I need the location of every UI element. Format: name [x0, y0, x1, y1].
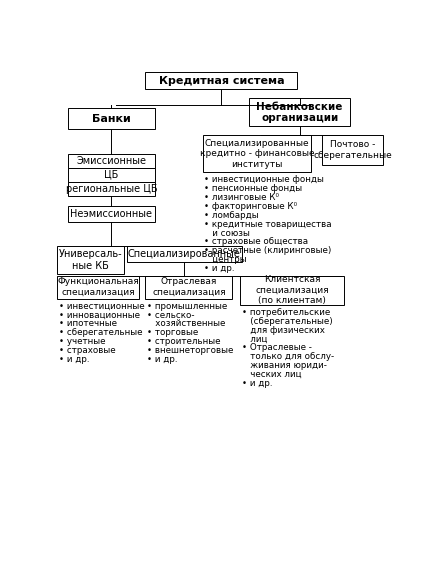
Text: Клиентская
специализация
(по клиентам): Клиентская специализация (по клиентам) [255, 275, 329, 305]
Text: • инновационные: • инновационные [59, 311, 140, 320]
Text: • ипотечные: • ипотечные [59, 319, 117, 328]
Text: Отраслевая
специализация: Отраслевая специализация [152, 277, 226, 297]
FancyBboxPatch shape [68, 168, 155, 182]
Text: • промышленные: • промышленные [147, 302, 227, 311]
Text: • внешнеторговые: • внешнеторговые [147, 346, 233, 355]
Text: • и др.: • и др. [147, 355, 178, 364]
Text: • лизинговые К⁰: • лизинговые К⁰ [204, 193, 280, 202]
Text: Почтово -
сберегательные: Почтово - сберегательные [313, 140, 392, 160]
Text: • и др.: • и др. [59, 355, 89, 364]
Text: хозяйственные: хозяйственные [147, 319, 226, 328]
Text: • факторинговые К⁰: • факторинговые К⁰ [204, 202, 298, 211]
Text: • учетные: • учетные [59, 337, 105, 346]
FancyBboxPatch shape [68, 206, 155, 222]
Text: Универсаль-
ные КБ: Универсаль- ные КБ [59, 249, 122, 271]
Text: • расчетные (клиринговые): • расчетные (клиринговые) [204, 246, 332, 255]
Text: Функциональная
специализация: Функциональная специализация [57, 277, 139, 297]
FancyBboxPatch shape [68, 108, 155, 129]
FancyBboxPatch shape [57, 246, 124, 274]
Text: Неэмиссионные: Неэмиссионные [70, 209, 152, 219]
Text: • пенсионные фонды: • пенсионные фонды [204, 184, 302, 193]
Text: • торговые: • торговые [147, 328, 198, 337]
Text: живания юриди-: живания юриди- [241, 361, 327, 370]
FancyBboxPatch shape [240, 276, 344, 305]
Text: • и др.: • и др. [241, 379, 272, 388]
Text: для физических: для физических [241, 325, 324, 334]
Text: • сельско-: • сельско- [147, 311, 194, 320]
Text: Небанковские
организации: Небанковские организации [257, 102, 343, 123]
Text: центры: центры [204, 255, 247, 264]
FancyBboxPatch shape [146, 276, 232, 299]
FancyBboxPatch shape [68, 154, 155, 168]
FancyBboxPatch shape [203, 135, 311, 173]
Text: Специализированные: Специализированные [128, 249, 241, 259]
Text: • строительные: • строительные [147, 337, 220, 346]
Text: и союзы: и союзы [204, 228, 250, 237]
FancyBboxPatch shape [322, 135, 383, 165]
FancyBboxPatch shape [127, 246, 241, 262]
Text: • страховые: • страховые [59, 346, 115, 355]
Text: ЦБ: ЦБ [104, 170, 118, 180]
Text: региональные ЦБ: региональные ЦБ [66, 183, 157, 193]
Text: только для обслу-: только для обслу- [241, 352, 334, 361]
Text: • ломбарды: • ломбарды [204, 211, 259, 220]
Text: Банки: Банки [92, 113, 131, 124]
Text: • страховые общества: • страховые общества [204, 237, 308, 246]
Text: Эмиссионные: Эмиссионные [76, 156, 146, 166]
Text: Кредитная система: Кредитная система [159, 76, 284, 86]
Text: • инвестиционные фонды: • инвестиционные фонды [204, 175, 324, 184]
FancyBboxPatch shape [249, 99, 350, 126]
Text: • Отраслевые -: • Отраслевые - [241, 343, 311, 352]
Text: Специализированные
кредитно - финансовые
институты: Специализированные кредитно - финансовые… [200, 139, 314, 169]
Text: ческих лиц: ческих лиц [241, 370, 301, 379]
Text: • потребительские: • потребительские [241, 308, 330, 317]
Text: • инвестиционные: • инвестиционные [59, 302, 144, 311]
FancyBboxPatch shape [57, 276, 139, 299]
Text: • и др.: • и др. [204, 264, 235, 273]
Text: (сберегательные): (сберегательные) [241, 317, 332, 326]
FancyBboxPatch shape [68, 182, 155, 196]
FancyBboxPatch shape [146, 72, 297, 89]
Text: • кредитные товарищества: • кредитные товарищества [204, 220, 332, 229]
Text: • сберегательные: • сберегательные [59, 328, 142, 337]
Text: лиц: лиц [241, 334, 267, 343]
